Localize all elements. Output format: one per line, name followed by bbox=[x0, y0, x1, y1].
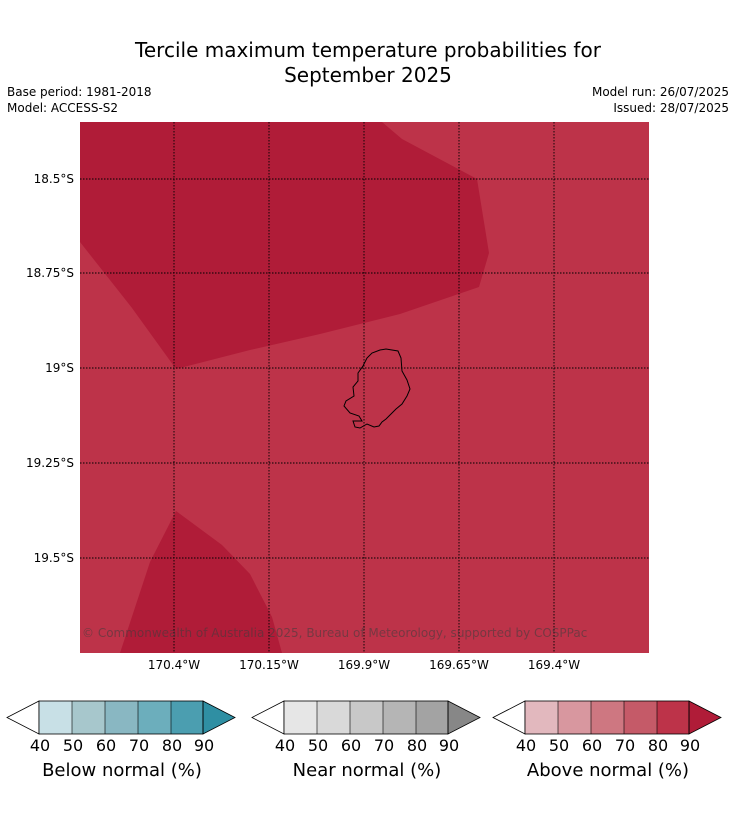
colorbar-tick: 60 bbox=[581, 736, 603, 755]
lon-label: 169.65°W bbox=[429, 658, 489, 672]
colorbar-tick: 70 bbox=[614, 736, 636, 755]
above-90-region-north bbox=[80, 122, 489, 369]
title-line-1: Tercile maximum temperature probabilitie… bbox=[135, 38, 601, 62]
above-90-region-south bbox=[120, 511, 282, 653]
colorbar-label-below: Below normal (%) bbox=[42, 760, 202, 781]
meta-right: Model run: 26/07/2025 Issued: 28/07/2025 bbox=[592, 84, 729, 116]
model-name: Model: ACCESS-S2 bbox=[7, 101, 119, 115]
niue-coastline bbox=[343, 348, 411, 429]
colorbar-segment bbox=[138, 701, 171, 734]
colorbar-tick: 70 bbox=[128, 736, 150, 755]
gridlines bbox=[80, 122, 649, 653]
lat-label: 18.75°S bbox=[26, 266, 74, 280]
colorbar-label-above: Above normal (%) bbox=[526, 760, 690, 781]
colorbar-tick: 40 bbox=[29, 736, 51, 755]
colorbar-tick: 50 bbox=[62, 736, 84, 755]
colorbar-segment bbox=[350, 701, 383, 734]
colorbar-segment bbox=[416, 701, 448, 734]
colorbar-tick: 90 bbox=[679, 736, 701, 755]
colorbar-segment bbox=[39, 701, 72, 734]
colorbar-tick: 80 bbox=[161, 736, 183, 755]
colorbar-tick: 40 bbox=[274, 736, 296, 755]
lon-label: 170.4°W bbox=[147, 658, 201, 672]
title-line-2: September 2025 bbox=[284, 63, 452, 87]
colorbar-extend-high bbox=[688, 700, 722, 735]
lon-label: 169.4°W bbox=[527, 658, 581, 672]
colorbar-tick: 50 bbox=[307, 736, 329, 755]
lat-label: 18.5°S bbox=[33, 172, 74, 186]
colorbar-segment bbox=[105, 701, 138, 734]
colorbar-below-normal bbox=[6, 700, 238, 736]
colorbar-label-near: Near normal (%) bbox=[292, 760, 442, 781]
colorbar-above-normal bbox=[492, 700, 724, 736]
lat-label: 19°S bbox=[45, 361, 74, 375]
lon-label: 169.9°W bbox=[337, 658, 391, 672]
colorbar-segment bbox=[624, 701, 657, 734]
colorbar-segment bbox=[317, 701, 350, 734]
colorbar-extend-low bbox=[492, 700, 526, 735]
colorbar-near-normal bbox=[251, 700, 483, 736]
model-run: Model run: 26/07/2025 bbox=[591, 85, 729, 99]
lat-label: 19.25°S bbox=[26, 456, 74, 470]
colorbar-tick: 60 bbox=[340, 736, 362, 755]
lon-label: 170.15°W bbox=[239, 658, 299, 672]
colorbar-tick: 50 bbox=[548, 736, 570, 755]
colorbar-extend-low bbox=[251, 700, 285, 735]
colorbar-segment bbox=[171, 701, 203, 734]
colorbar-extend-high bbox=[447, 700, 481, 735]
issued-date: Issued: 28/07/2025 bbox=[613, 101, 729, 115]
map-title: Tercile maximum temperature probabilitie… bbox=[0, 38, 736, 88]
colorbar-tick: 90 bbox=[193, 736, 215, 755]
colorbar-tick: 60 bbox=[95, 736, 117, 755]
colorbar-segment bbox=[657, 701, 689, 734]
copyright-notice: © Commonwealth of Australia 2025, Bureau… bbox=[82, 626, 588, 640]
colorbar-extend-high bbox=[202, 700, 236, 735]
colorbar-tick: 90 bbox=[438, 736, 460, 755]
lat-label: 19.5°S bbox=[33, 551, 74, 565]
colorbar-tick: 40 bbox=[515, 736, 537, 755]
meta-left: Base period: 1981-2018 Model: ACCESS-S2 bbox=[7, 84, 152, 116]
colorbar-tick: 80 bbox=[406, 736, 428, 755]
colorbar-segment bbox=[591, 701, 624, 734]
colorbar-segment bbox=[525, 701, 558, 734]
map-panel bbox=[80, 122, 649, 653]
colorbar-segment bbox=[284, 701, 317, 734]
colorbar-tick: 80 bbox=[647, 736, 669, 755]
colorbar-segment bbox=[383, 701, 416, 734]
colorbar-extend-low bbox=[6, 700, 40, 735]
colorbar-segment bbox=[558, 701, 591, 734]
colorbar-segment bbox=[72, 701, 105, 734]
base-period: Base period: 1981-2018 bbox=[7, 85, 152, 99]
colorbar-tick: 70 bbox=[373, 736, 395, 755]
